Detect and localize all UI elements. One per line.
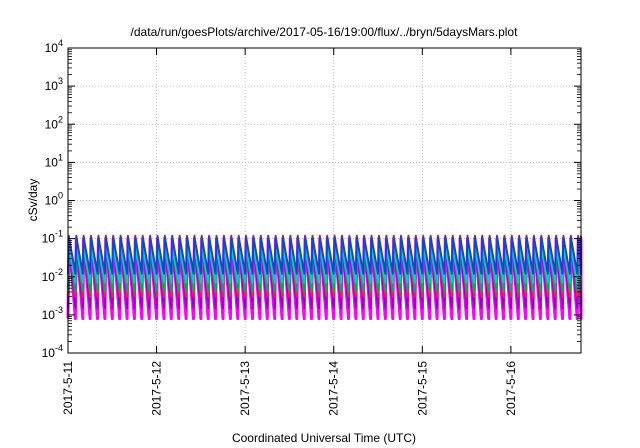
y-tick-exponent: 0 bbox=[58, 191, 63, 201]
y-tick-base: 10 bbox=[45, 79, 59, 93]
y-tick-label: 10-3 bbox=[42, 305, 63, 322]
y-tick-exponent: -3 bbox=[55, 305, 63, 315]
y-tick-exponent: 3 bbox=[58, 76, 63, 86]
y-tick-exponent: -1 bbox=[55, 229, 63, 239]
y-tick-base: 10 bbox=[42, 308, 56, 322]
series-line bbox=[67, 236, 582, 275]
y-tick-exponent: 1 bbox=[58, 152, 63, 162]
y-tick-base: 10 bbox=[42, 232, 56, 246]
y-tick-label: 104 bbox=[45, 38, 63, 55]
y-tick-label: 10-2 bbox=[42, 267, 63, 284]
y-tick-base: 10 bbox=[45, 194, 59, 208]
y-tick-exponent: 4 bbox=[58, 38, 63, 48]
x-axis-title: Coordinated Universal Time (UTC) bbox=[232, 431, 416, 445]
y-tick-base: 10 bbox=[45, 155, 59, 169]
y-tick-exponent: -4 bbox=[55, 343, 63, 353]
chart-title: /data/run/goesPlots/archive/2017-05-16/1… bbox=[131, 25, 519, 39]
y-tick-exponent: -2 bbox=[55, 267, 63, 277]
x-tick-label: 2017-5-13 bbox=[238, 361, 252, 416]
x-tick-label: 2017-5-15 bbox=[415, 361, 429, 416]
y-tick-base: 10 bbox=[45, 117, 59, 131]
y-tick-label: 10-1 bbox=[42, 229, 63, 246]
x-tick-label: 2017-5-16 bbox=[504, 361, 518, 416]
x-tick-label: 2017-5-11 bbox=[61, 361, 75, 415]
x-axis: 2017-5-11 2017-5-12 2017-5-13 2017-5-14 2017… bbox=[61, 48, 518, 416]
y-axis-title: cSv/day bbox=[26, 179, 40, 222]
y-tick-base: 10 bbox=[45, 41, 59, 55]
y-tick-base: 10 bbox=[42, 346, 56, 360]
x-tick-label: 2017-5-14 bbox=[327, 361, 341, 416]
y-tick-label: 10-4 bbox=[42, 343, 63, 360]
y-tick-exponent: 2 bbox=[58, 114, 63, 124]
data-bands bbox=[66, 234, 583, 321]
x-tick-label: 2017-5-12 bbox=[150, 361, 164, 416]
y-tick-label: 102 bbox=[45, 114, 63, 131]
y-tick-label: 103 bbox=[45, 76, 63, 93]
y-tick-label: 100 bbox=[45, 191, 63, 208]
y-tick-label: 101 bbox=[45, 152, 63, 169]
y-tick-base: 10 bbox=[42, 270, 56, 284]
